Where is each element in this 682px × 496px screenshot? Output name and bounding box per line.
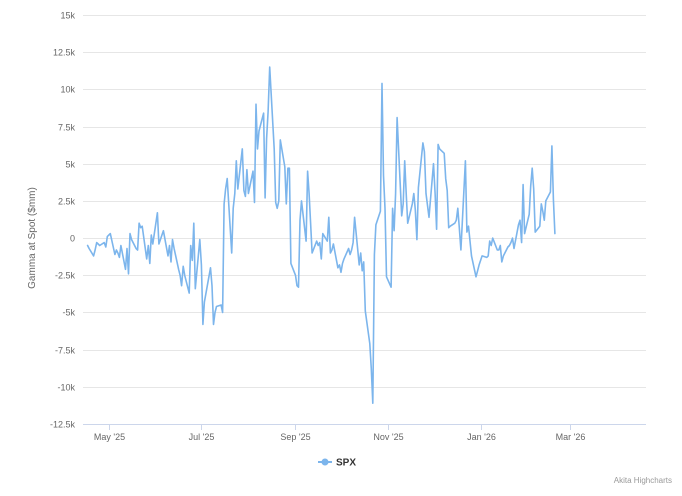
x-tick-label: Mar '26 (556, 432, 586, 442)
y-tick-label: 12.5k (53, 48, 76, 58)
x-axis: May '25 Jul '25 Sep '25 Nov '25 Jan '26 Mar '… (83, 424, 646, 442)
x-tick-label: Nov '25 (373, 432, 403, 442)
y-tick-label: 10k (60, 85, 75, 95)
x-tick-label: Sep '25 (280, 432, 310, 442)
y-axis-title: Gamma at Spot ($mm) (27, 187, 38, 289)
y-tick-label: 0 (70, 234, 75, 244)
y-axis: -12.5k -10k -7.5k -5k -2.5k 0 2.5k 5k 7.5k 10k 12.… (50, 11, 76, 430)
y-tick-label: 15k (60, 11, 75, 21)
y-tick-label: -10k (57, 383, 75, 393)
series-line-spx[interactable] (86, 66, 556, 405)
legend-marker (321, 458, 329, 466)
y-tick-label: -7.5k (55, 346, 76, 356)
y-tick-label: 5k (65, 160, 75, 170)
y-tick-label: 7.5k (58, 123, 76, 133)
gridlines (83, 15, 646, 425)
series-layer (86, 66, 556, 405)
legend-label: SPX (336, 458, 356, 469)
y-tick-label: -12.5k (50, 420, 76, 430)
x-tick-label: Jan '26 (467, 432, 496, 442)
x-tick-label: May '25 (94, 432, 125, 442)
y-tick-label: 2.5k (58, 197, 76, 207)
legend-item-spx[interactable]: SPX (318, 458, 356, 469)
y-tick-label: -5k (62, 308, 75, 318)
x-tick-label: Jul '25 (189, 432, 215, 442)
chart-credits[interactable]: Akita Highcharts (614, 476, 672, 485)
y-tick-label: -2.5k (55, 271, 76, 281)
